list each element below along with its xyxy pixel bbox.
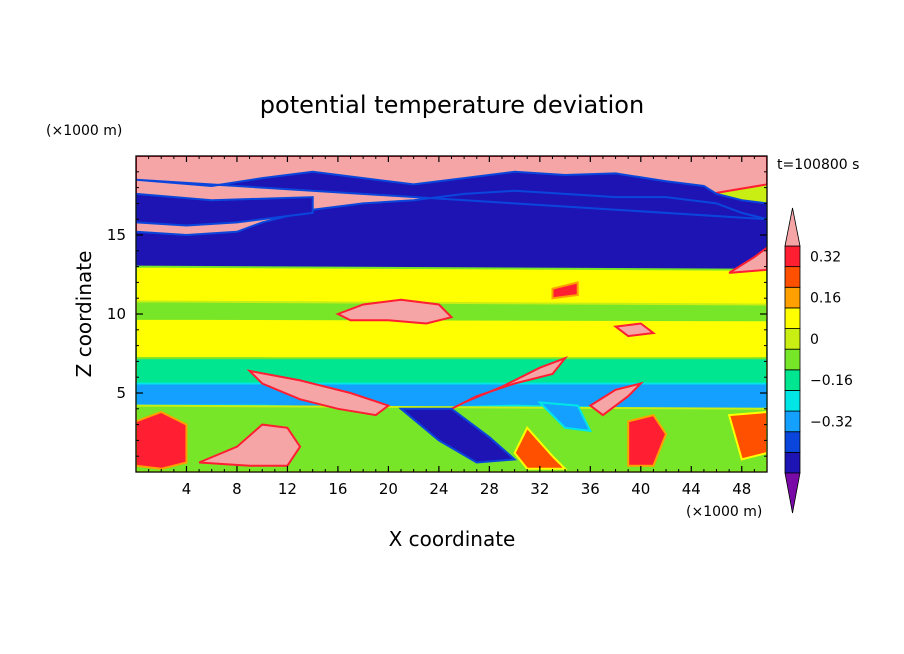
x-tick-label: 8 — [232, 480, 242, 498]
colorbar-tick-label: −0.16 — [810, 373, 853, 389]
y-tick-label: 15 — [107, 226, 126, 244]
colorbar-bin — [784, 348, 801, 371]
colorbar-bin — [784, 266, 801, 288]
contour-region-cold-trough-right — [537, 401, 593, 433]
contour-region-warm-surface-center — [513, 426, 568, 470]
colorbar: −0.32 −0.16 0 0.16 0.32 — [784, 207, 853, 514]
x-tick-label: 36 — [581, 480, 600, 498]
y-tick-label: 10 — [107, 305, 126, 323]
y-axis-ticks: 5 10 15 — [107, 171, 767, 457]
y-unit-label: (×1000 m) — [46, 123, 122, 139]
contour-region-upper-cold-strip — [136, 192, 314, 227]
x-tick-label: 48 — [732, 480, 751, 498]
colorbar-bin — [784, 286, 801, 309]
y-axis-label: Z coordinate — [72, 251, 96, 378]
colorbar-tick-label: −0.32 — [810, 414, 853, 430]
contour-region-warm-surface-left — [136, 410, 188, 470]
x-tick-label: 32 — [530, 480, 549, 498]
contour-region-warm-tongue-right — [438, 355, 569, 416]
contour-region-warm-surface-edge — [727, 410, 767, 461]
colorbar-bin — [784, 410, 801, 433]
x-tick-label: 24 — [429, 480, 448, 498]
contour-field — [136, 156, 767, 472]
colorbar-bin — [784, 307, 801, 329]
contour-region-warm-blob-left — [198, 423, 302, 467]
colorbar-tick-label: 0 — [810, 332, 819, 348]
contour-region-warm-patch-9k — [613, 322, 656, 338]
chart-title: potential temperature deviation — [260, 91, 644, 119]
contour-region-warm-tongue-low — [246, 369, 391, 417]
contour-region-cold-trough-center — [398, 407, 518, 464]
x-tick-label: 28 — [480, 480, 499, 498]
colorbar-bin — [784, 431, 801, 453]
contour-regions — [136, 156, 767, 472]
colorbar-bin — [784, 369, 801, 391]
colorbar-tick-label: 0.16 — [810, 291, 841, 307]
x-tick-label: 4 — [182, 480, 192, 498]
contour-region-low-band-cyan — [136, 357, 767, 388]
colorbar-tick-label: 0.32 — [810, 249, 841, 265]
contour-region-warm-patch-11k — [551, 281, 579, 300]
contour-region-low-band-blue — [136, 382, 767, 410]
time-label: t=100800 s — [777, 157, 859, 173]
y-tick-label: 5 — [116, 384, 126, 402]
contour-region-warm-patch-upper-right — [728, 246, 767, 274]
x-tick-label: 40 — [631, 480, 650, 498]
colorbar-bin — [784, 328, 801, 350]
contour-region-warm-lens-mid — [335, 298, 454, 325]
colorbar-bin — [784, 390, 801, 412]
colorbar-bin — [784, 451, 801, 474]
x-tick-label: 20 — [379, 480, 398, 498]
contour-region-warm-streak-right — [588, 381, 645, 417]
colorbar-extend-top — [784, 207, 801, 247]
colorbar-extend-bottom — [784, 472, 801, 514]
x-unit-label: (×1000 m) — [686, 504, 762, 520]
x-axis-label: X coordinate — [389, 527, 516, 551]
x-tick-label: 16 — [328, 480, 347, 498]
colorbar-bin — [784, 245, 801, 268]
x-tick-label: 44 — [682, 480, 701, 498]
x-tick-label: 12 — [278, 480, 297, 498]
contour-region-warm-surface-right — [627, 413, 668, 467]
x-axis-ticks: 4 8 12 16 20 24 28 32 36 40 44 48 — [148, 156, 755, 498]
